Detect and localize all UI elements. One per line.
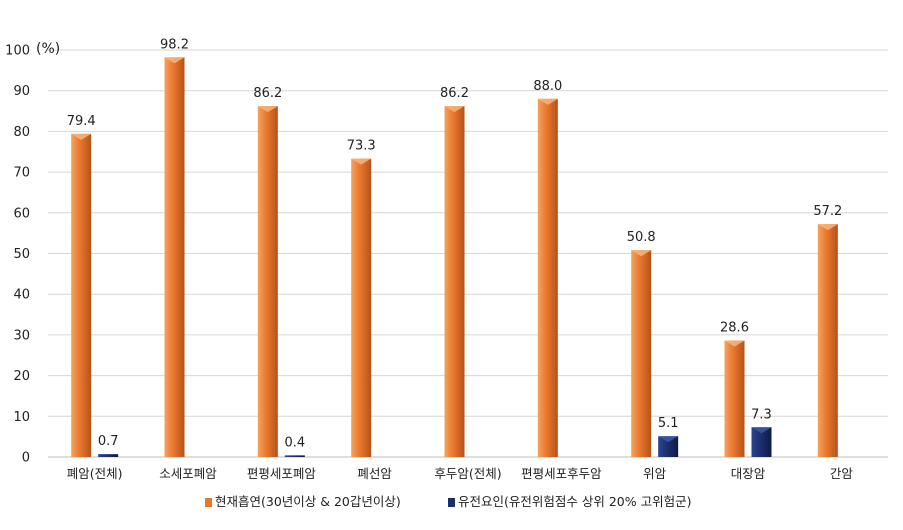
data-labels: 79.4 0.7 98.2 86.2 0.4 73.3 86.2 88.0 50.8 5.1 28.… (67, 37, 843, 450)
x-category-label: 폐선암 (357, 466, 392, 481)
x-category-label: 간암 (830, 466, 854, 481)
y-axis-unit-label: (%) (36, 41, 60, 57)
smoking-data-label-8: 57.2 (813, 204, 842, 219)
genetic-bar-cap-6 (658, 436, 679, 443)
smoking-data-label-4: 86.2 (440, 86, 469, 101)
smoking-data-label-3: 73.3 (347, 139, 376, 154)
smoking-data-label-7: 28.6 (720, 321, 749, 336)
genetic-bar-7 (751, 427, 772, 457)
smoking-bar-2 (257, 106, 278, 457)
y-tick-label: 60 (13, 206, 30, 221)
smoking-data-label-2: 86.2 (253, 86, 282, 101)
smoking-bar-4 (444, 106, 465, 457)
smoking-data-label-1: 98.2 (160, 37, 189, 52)
legend-swatch-0 (205, 498, 212, 507)
genetic-data-label-0: 0.7 (98, 434, 119, 449)
y-axis-ticks: 0 10 20 30 40 50 60 70 80 90 100 (5, 44, 30, 466)
x-category-label: 위암 (643, 466, 667, 481)
smoking-bar-0 (71, 133, 92, 458)
smoking-bar-8 (817, 224, 838, 457)
legend-label-0: 현재흡연(30년이상 & 20갑년이상) (215, 494, 401, 509)
smoking-data-label-6: 50.8 (627, 230, 656, 245)
smoking-bar-6 (631, 250, 652, 457)
y-tick-label: 30 (13, 328, 30, 343)
genetic-data-label-7: 7.3 (751, 407, 772, 422)
y-tick-label: 40 (13, 288, 30, 303)
x-category-label: 편평세포후두암 (521, 466, 602, 481)
smoking-bar-cap-2 (257, 106, 278, 113)
smoking-data-label-0: 79.4 (67, 114, 96, 129)
legend-label-1: 유전요인(유전위험점수 상위 20% 고위험군) (458, 494, 691, 509)
x-category-label: 편평세포폐암 (247, 466, 317, 481)
smoking-bar-1 (164, 57, 185, 458)
y-tick-label: 20 (13, 369, 30, 384)
smoking-data-label-5: 88.0 (533, 79, 562, 94)
genetic-bar-0 (98, 454, 119, 457)
smoking-bar-cap-6 (631, 250, 652, 257)
y-tick-label: 90 (13, 84, 30, 99)
smoking-bar-cap-3 (351, 158, 372, 165)
x-axis-categories: 폐암(전체) 소세포폐암 편평세포폐암 폐선암 후두암(전체) 편평세포후두암 위암 대장암 간… (67, 466, 854, 481)
genetic-bar-6 (658, 436, 679, 457)
smoking-bar-cap-4 (444, 106, 465, 113)
smoking-bar-cap-8 (817, 224, 838, 231)
smoking-bar-5 (537, 98, 558, 457)
smoking-bar-cap-1 (164, 57, 185, 64)
genetic-bar-2 (284, 455, 305, 457)
y-tick-label: 80 (13, 125, 30, 140)
y-tick-label: 0 (22, 451, 30, 466)
y-tick-label: 70 (13, 166, 30, 181)
smoking-bar-cap-7 (724, 340, 745, 347)
legend: 현재흡연(30년이상 & 20갑년이상) 유전요인(유전위험점수 상위 20% 고… (205, 494, 691, 509)
smoking-bar-cap-0 (71, 133, 92, 140)
x-category-label: 후두암(전체) (434, 466, 501, 481)
genetic-bar-cap-7 (751, 427, 772, 434)
smoking-bar-7 (724, 340, 745, 457)
smoking-bar-3 (351, 158, 372, 457)
x-category-label: 폐암(전체) (67, 466, 123, 481)
genetic-data-label-2: 0.4 (284, 435, 305, 450)
bars (71, 57, 838, 458)
smoking-bar-cap-5 (537, 98, 558, 105)
gridlines (48, 49, 888, 458)
y-tick-label: 100 (5, 44, 30, 59)
y-tick-label: 10 (13, 410, 30, 425)
legend-swatch-1 (448, 498, 455, 507)
y-tick-label: 50 (13, 247, 30, 262)
genetic-data-label-6: 5.1 (658, 416, 679, 431)
x-category-label: 대장암 (731, 466, 766, 481)
x-category-label: 소세포폐암 (159, 466, 217, 481)
